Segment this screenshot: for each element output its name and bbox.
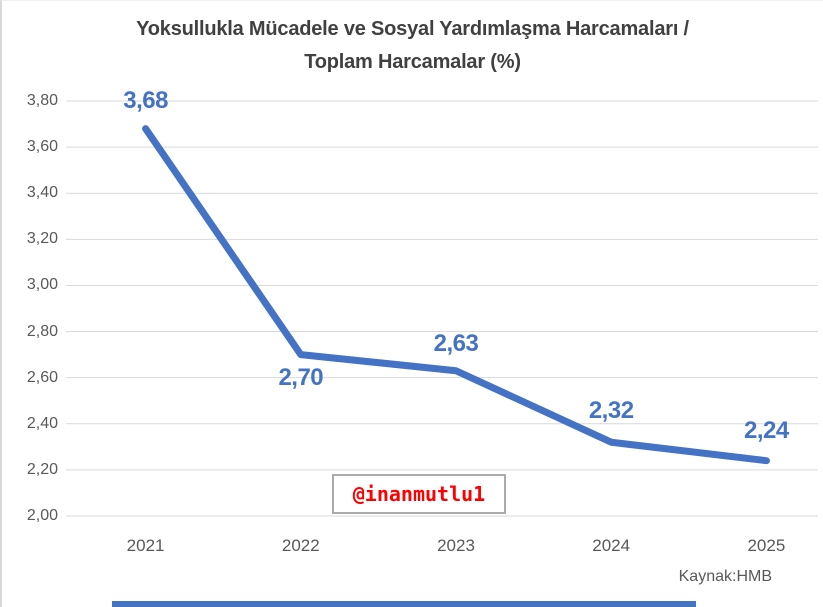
watermark-box: @inanmutlu1: [332, 474, 506, 514]
y-axis-tick-label: 2,20: [26, 460, 58, 478]
y-axis-tick-label: 2,40: [26, 414, 58, 432]
data-point-label: 2,63: [433, 329, 479, 357]
y-axis-tick-label: 2,80: [26, 322, 58, 340]
chart-title: Yoksullukla Mücadele ve Sosyal Yardımlaş…: [2, 13, 823, 79]
data-point-label: 2,24: [744, 416, 789, 444]
series-line: [142, 125, 770, 465]
y-axis-tick-label: 3,40: [26, 184, 58, 202]
chart-title-line2: Toplam Harcamalar (%): [304, 51, 521, 73]
data-point-label: 3,68: [123, 86, 168, 114]
y-axis-tick-label: 3,20: [26, 230, 58, 248]
x-axis-tick-label: 2021: [126, 536, 165, 555]
x-axis-tick-label: 2023: [437, 536, 475, 555]
chart-title-line1: Yoksullukla Mücadele ve Sosyal Yardımlaş…: [136, 18, 689, 40]
x-axis-tick-label: 2022: [281, 536, 320, 555]
y-axis-tick-label: 3,00: [26, 276, 58, 294]
y-axis-tick-label: 2,00: [26, 507, 58, 524]
y-axis-tick-label: 3,80: [26, 92, 58, 109]
data-point-label: 2,32: [588, 397, 634, 425]
source-label: Kaynak:HMB: [678, 568, 772, 585]
data-point-label: 2,70: [278, 363, 324, 391]
bottom-accent-bar: [112, 601, 696, 607]
watermark-text: @inanmutlu1: [352, 482, 486, 506]
y-axis-tick-label: 3,60: [26, 138, 58, 156]
x-axis-tick-label: 2025: [747, 536, 786, 555]
x-axis-tick-label: 2024: [592, 536, 631, 555]
y-axis-tick-label: 2,60: [26, 368, 58, 386]
